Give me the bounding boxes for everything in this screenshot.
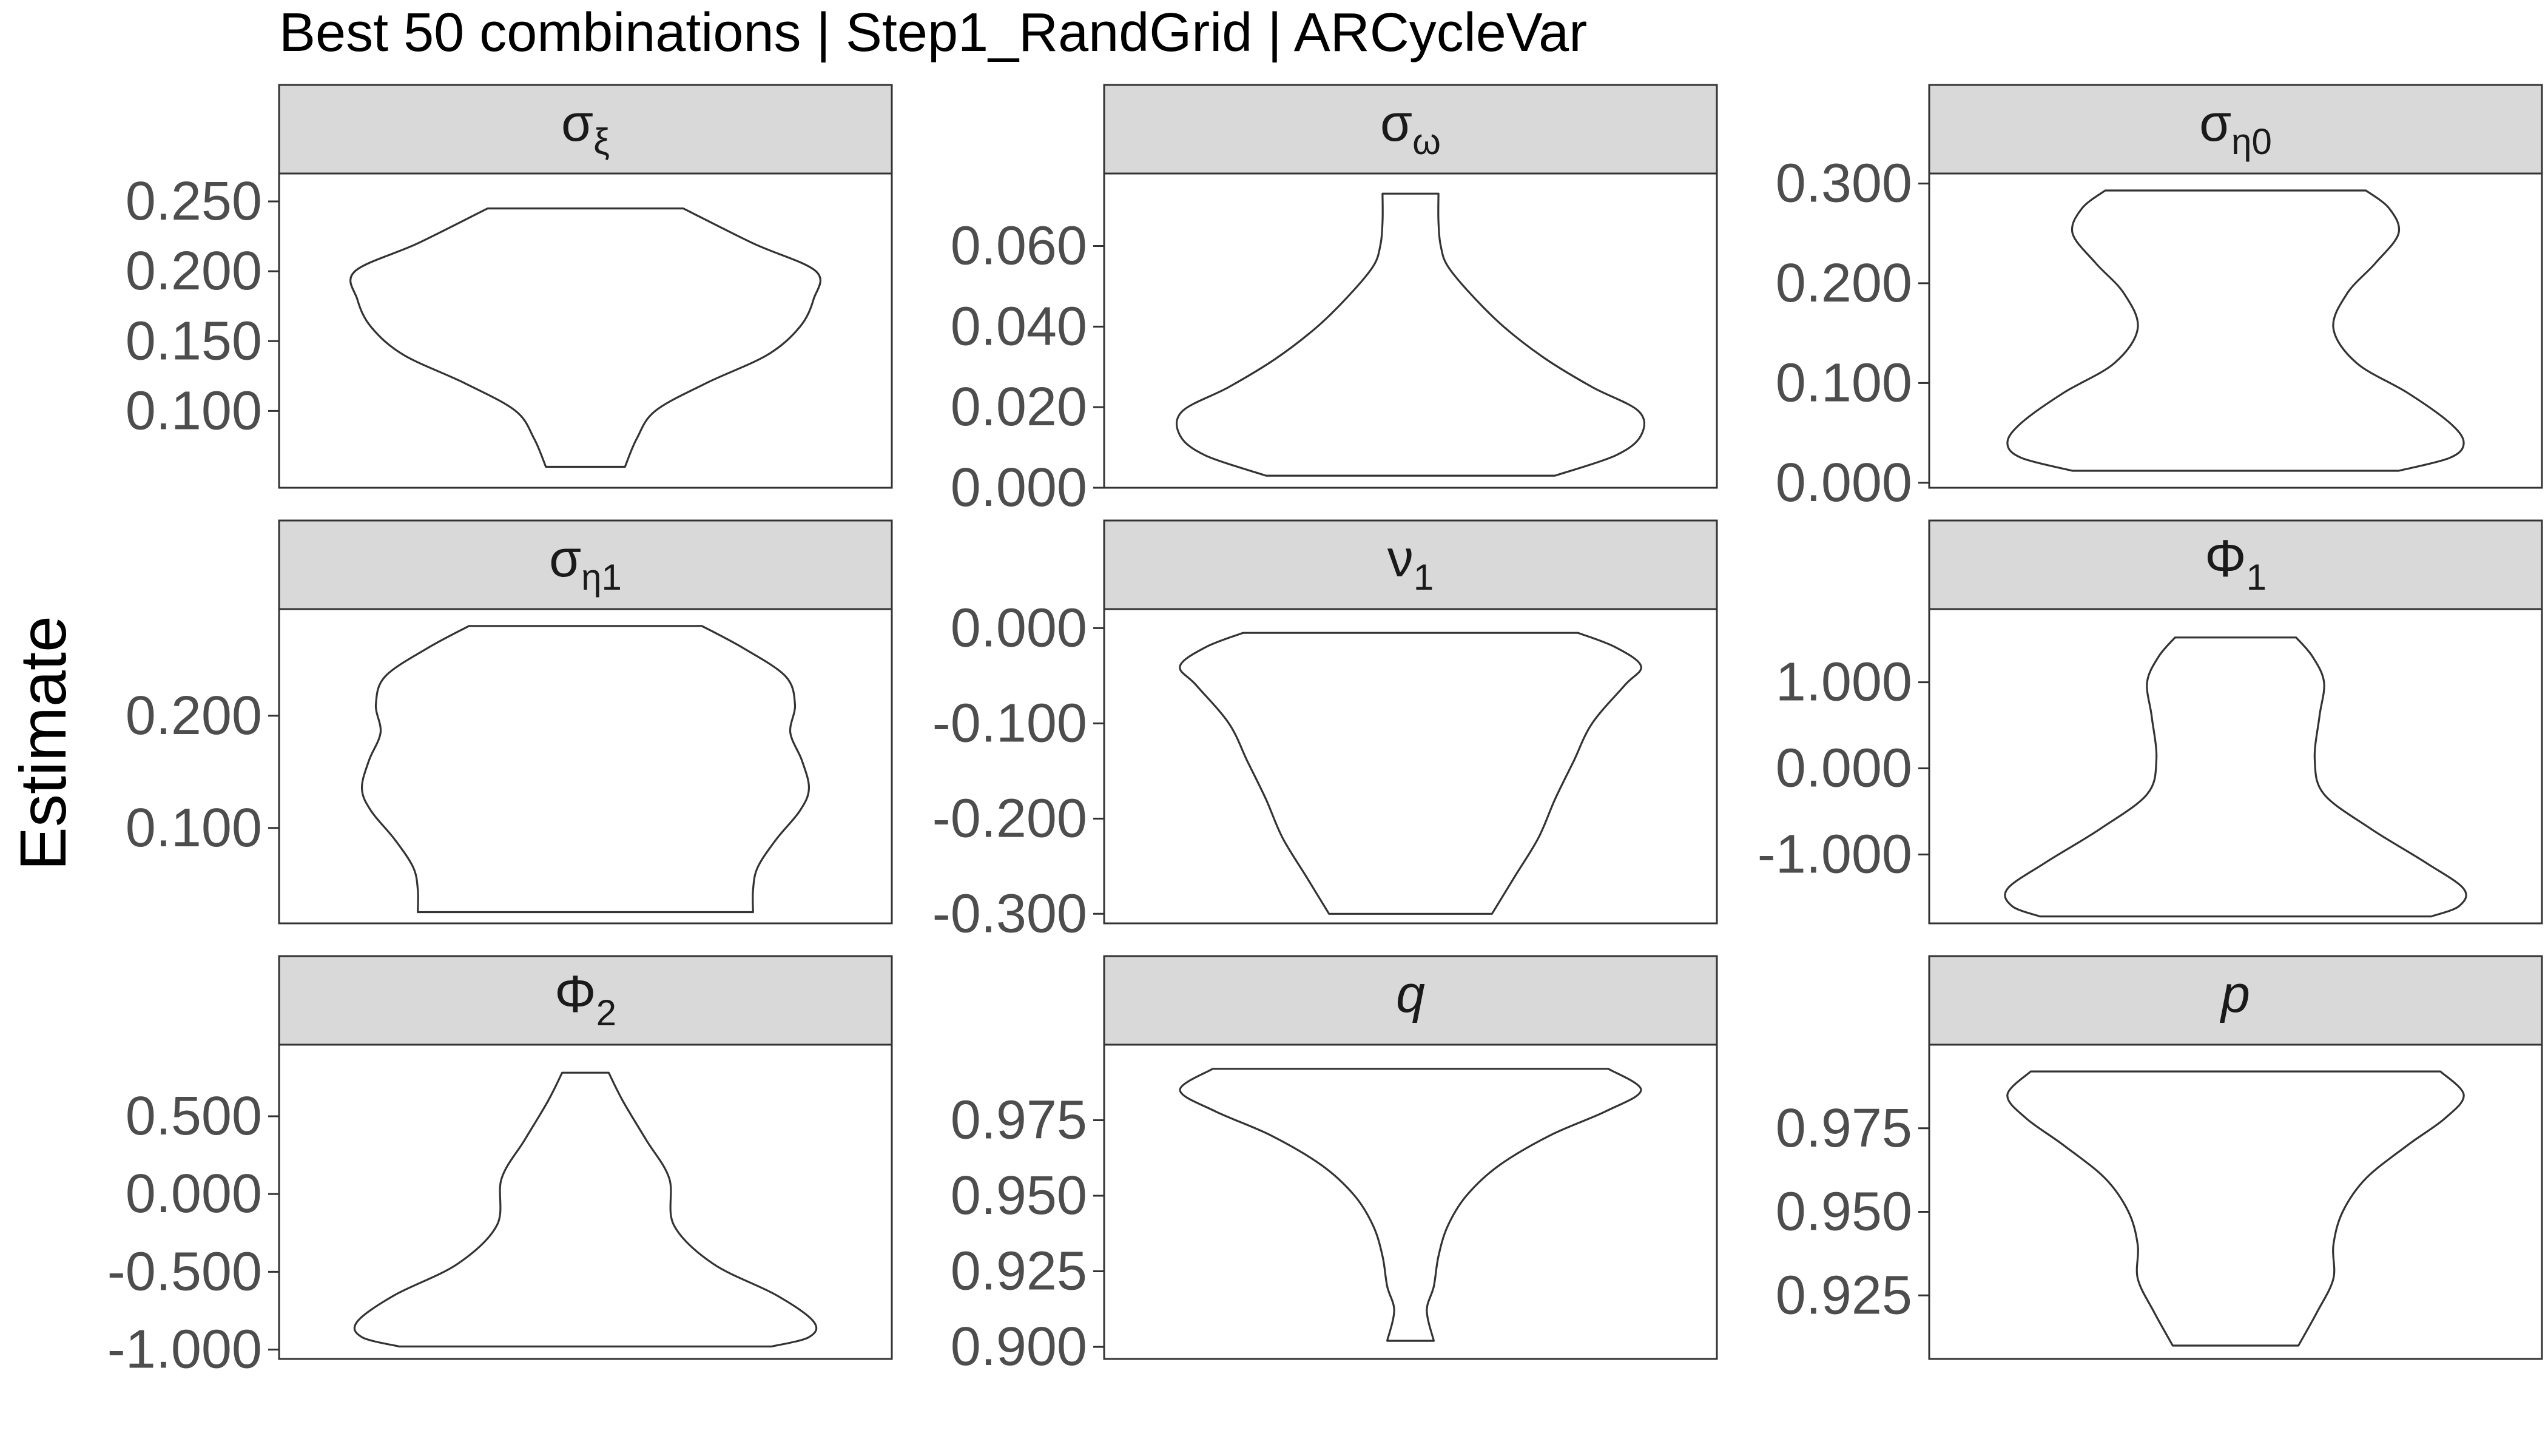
y-tick-label: 0.100 [126,798,262,858]
y-tick-label: 0.200 [126,686,262,746]
facet-strip-label: ση0 [2199,94,2272,162]
facet-strip [278,84,893,175]
y-tick-label: 0.900 [951,1316,1087,1377]
y-axis-label: Estimate [6,616,79,871]
violin-shape [349,207,821,468]
violin-shape [353,1071,818,1348]
facet-panel-2: σω 0.000 0.020 0.040 0.060 [951,84,1718,518]
y-tick-label: -0.200 [932,788,1087,849]
violin-shape [1179,1068,1642,1342]
y-tick-label: 0.250 [126,171,262,232]
facet-panel-1: σξ 0.100 0.150 0.200 0.250 [126,84,893,489]
y-tick-label: 0.060 [951,216,1087,277]
facet-strip [1928,955,2543,1046]
facet-strip [1103,84,1718,175]
y-tick-label: 0.200 [1776,253,1912,314]
facet-strip-label: ν1 [1387,530,1434,598]
y-tick-label: -1.000 [107,1320,262,1380]
y-tick-label: 0.040 [951,296,1087,357]
facet-panel-7: Φ2 -1.000 -0.500 0.000 0.500 [107,955,893,1380]
y-tick-label: 0.300 [1776,153,1912,214]
facet-strip-label: Φ2 [554,965,616,1033]
y-tick-label: 0.100 [1776,352,1912,413]
y-tick-label: 0.000 [1776,738,1912,799]
y-tick-label: -0.100 [932,693,1087,753]
facet-strip [1928,84,2543,175]
y-tick-label: 0.500 [126,1086,262,1147]
facet-strip-label: q [1396,965,1425,1023]
facet-panel-8: q 0.900 0.925 0.950 0.975 [951,955,1718,1377]
violin-shape [360,625,811,914]
y-tick-label: 0.100 [126,380,262,441]
facet-strip-label: ση1 [549,530,622,598]
violin-shape [1179,632,1642,915]
y-tick-label: 1.000 [1776,652,1912,713]
violin-shape [2006,1070,2465,1347]
y-tick-label: 0.150 [126,311,262,371]
violin-shape [2004,636,2467,918]
y-tick-label: 0.000 [1776,453,1912,513]
y-tick-label: 0.020 [951,377,1087,437]
y-tick-label: 0.000 [951,598,1087,658]
chart-title: Best 50 combinations | Step1_RandGrid | … [279,2,1587,63]
y-tick-label: 0.975 [1776,1098,1912,1159]
facet-panel-5: ν1 -0.300 -0.200 -0.100 0.000 [932,519,1718,944]
y-tick-label: -1.000 [1758,824,1912,885]
facet-strip [1928,519,2543,610]
facet-panels: σξ 0.100 0.150 0.200 0.250 σω 0.000 0.020 0.040 0… [107,84,2543,1380]
facet-strip [278,519,893,610]
y-tick-label: 0.000 [951,457,1087,518]
facet-strip-label: σω [1380,94,1441,162]
facet-strip-label: σξ [561,94,610,162]
facet-strip [278,955,893,1046]
y-tick-label: 0.200 [126,241,262,302]
y-tick-label: -0.500 [107,1241,262,1302]
y-tick-label: 0.950 [1776,1182,1912,1242]
y-tick-label: 0.950 [951,1165,1087,1226]
facet-strip [1103,955,1718,1046]
facet-panel-3: ση0 0.000 0.100 0.200 0.300 [1776,84,2543,513]
facet-strip-label: Φ1 [2205,530,2267,598]
facet-panel-6: Φ1 -1.000 0.000 1.000 [1758,519,2543,925]
violin-shape [1175,192,1646,477]
facet-strip-label: p [2219,965,2250,1023]
y-tick-label: 0.925 [951,1241,1087,1302]
y-tick-label: 0.975 [951,1090,1087,1151]
facet-panel-9: p 0.925 0.950 0.975 [1776,955,2543,1360]
y-tick-label: -0.300 [932,883,1087,944]
y-tick-label: 0.000 [126,1164,262,1224]
violin-shape [2006,189,2465,472]
facet-panel-4: ση1 0.100 0.200 [126,519,893,925]
y-tick-label: 0.925 [1776,1265,1912,1326]
